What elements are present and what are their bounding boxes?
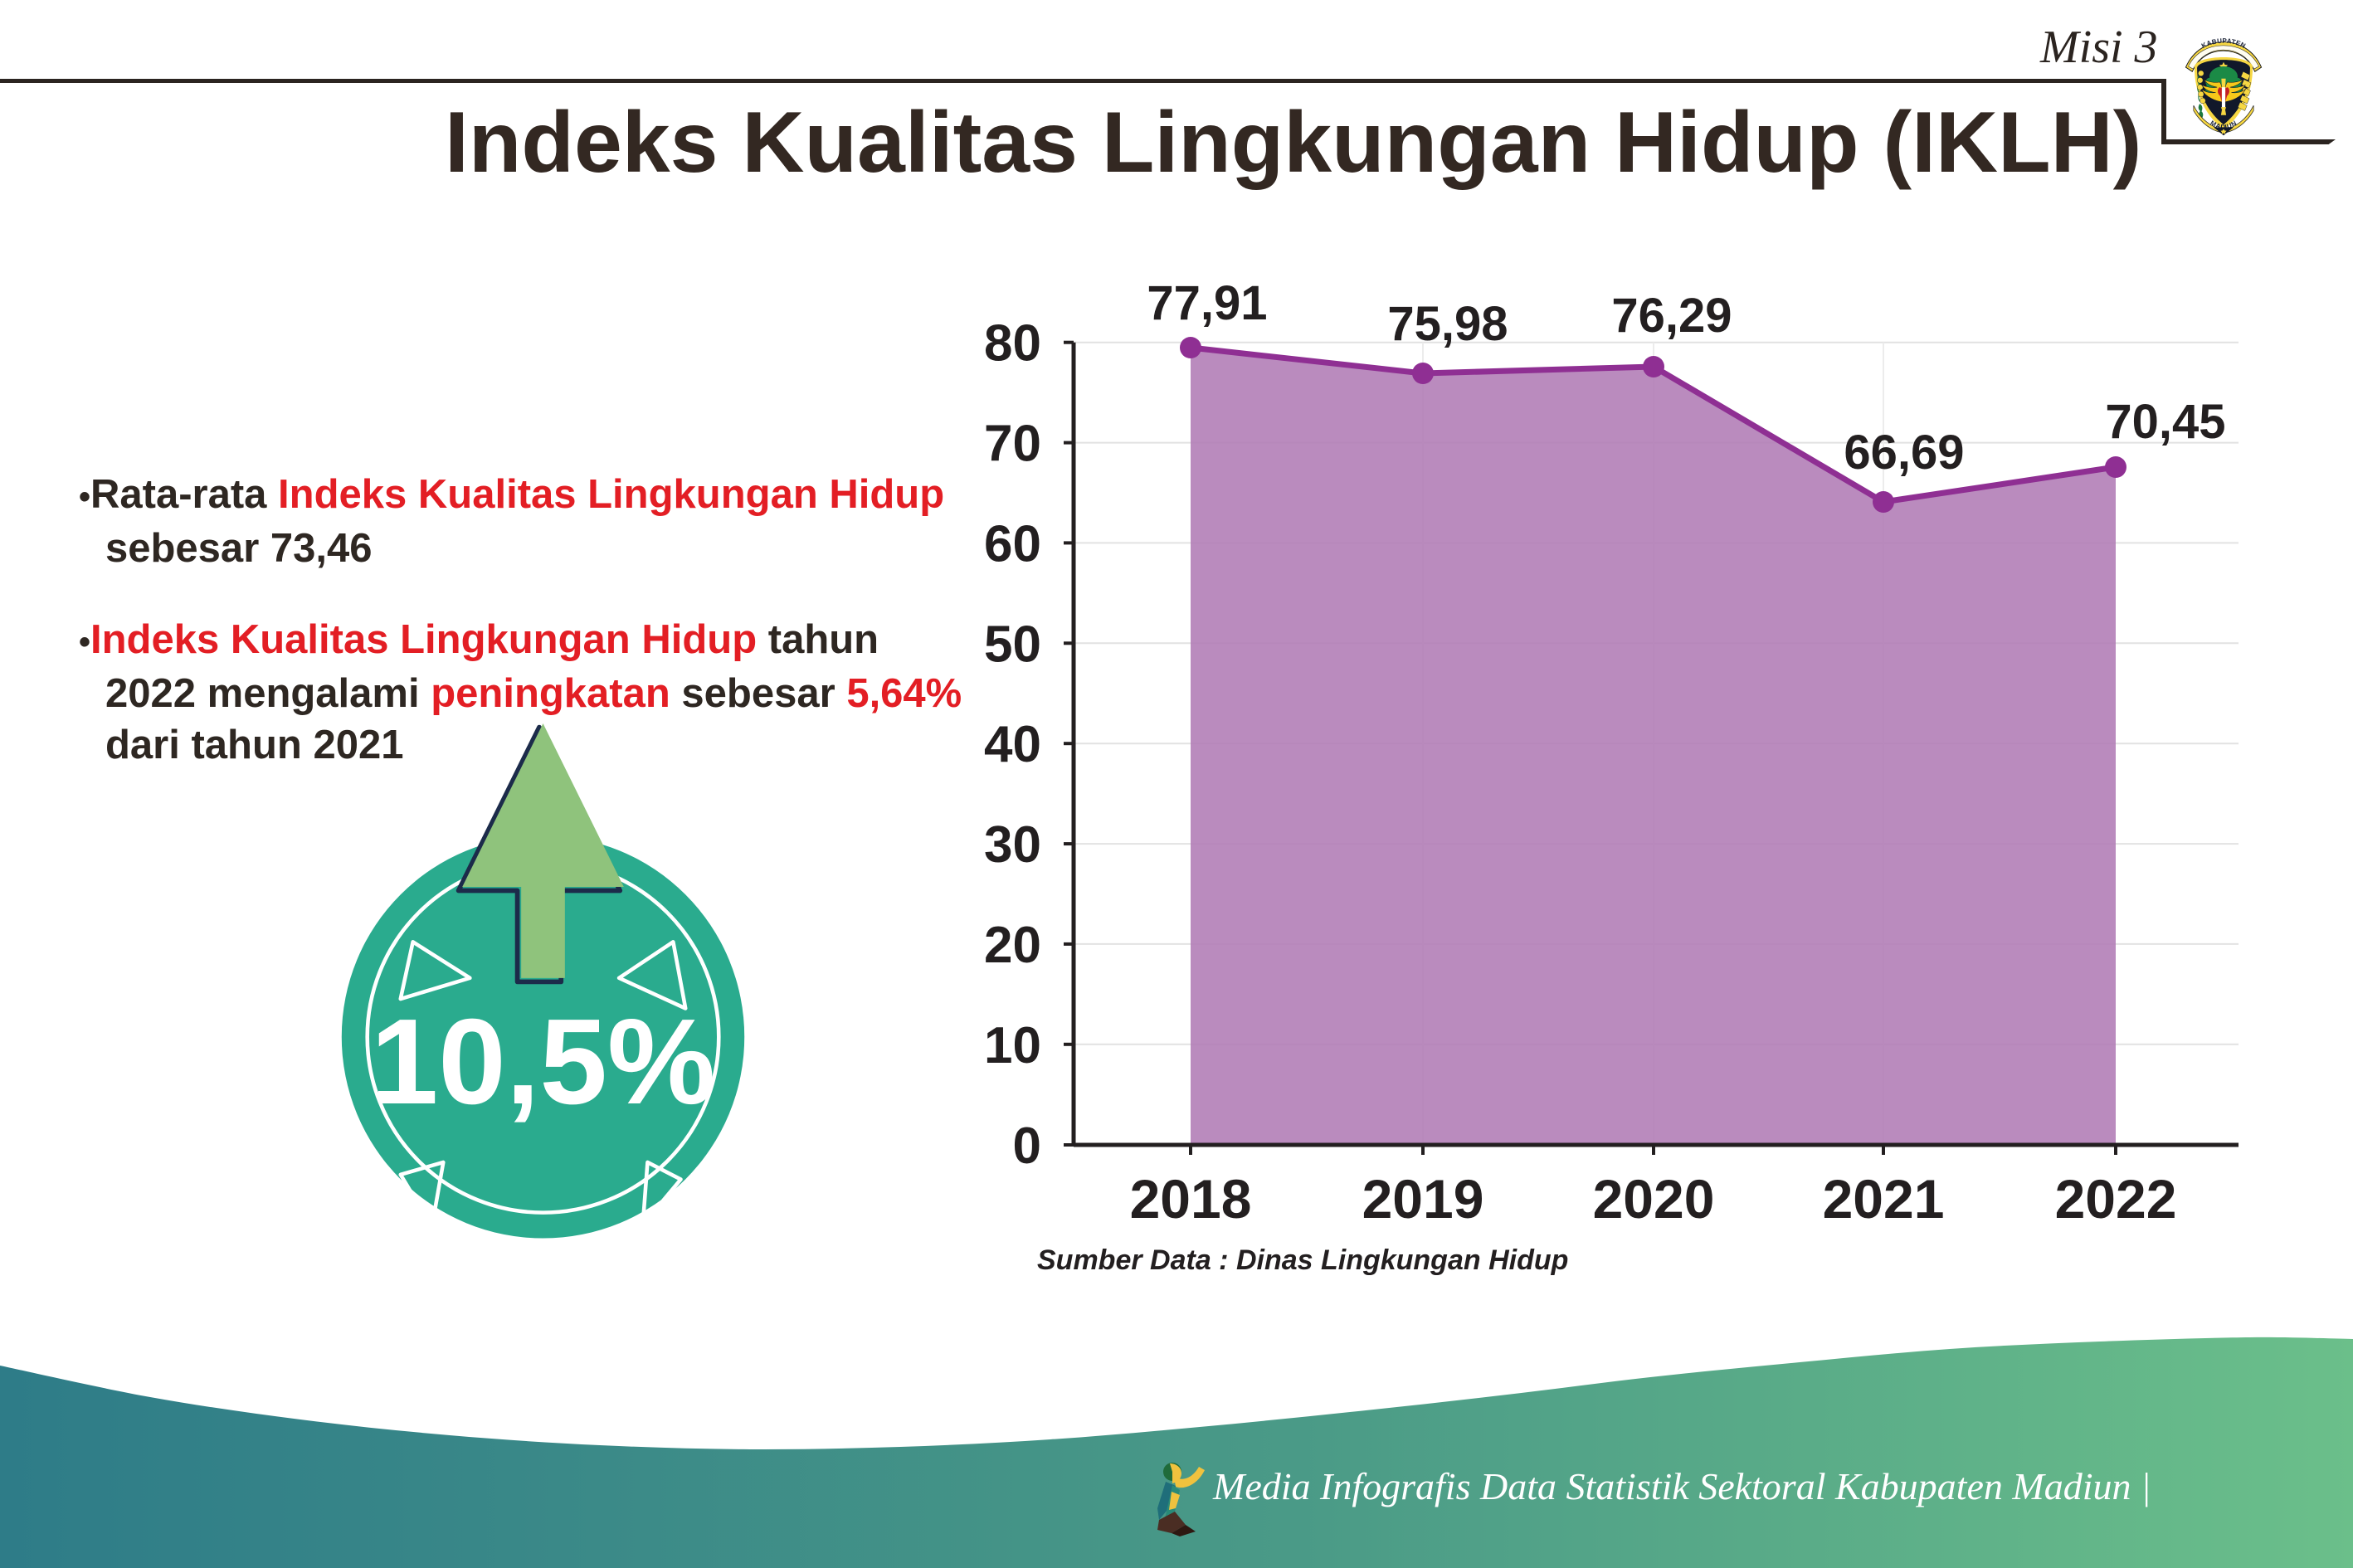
- svg-text:60: 60: [984, 515, 1041, 572]
- svg-text:2022: 2022: [2055, 1168, 2177, 1230]
- svg-text:70,45: 70,45: [2105, 395, 2225, 449]
- svg-text:40: 40: [984, 716, 1041, 773]
- svg-text:20: 20: [984, 917, 1041, 974]
- svg-text:70: 70: [984, 416, 1041, 473]
- svg-text:10,5%: 10,5%: [371, 994, 715, 1130]
- svg-text:2020: 2020: [1593, 1168, 1715, 1230]
- svg-text:80: 80: [984, 315, 1041, 373]
- svg-text:77,91: 77,91: [1147, 276, 1267, 330]
- svg-text:2021: 2021: [1823, 1168, 1945, 1230]
- svg-text:0: 0: [1013, 1118, 1041, 1175]
- svg-text:30: 30: [984, 816, 1041, 874]
- svg-text:2018: 2018: [1130, 1168, 1252, 1230]
- svg-text:50: 50: [984, 616, 1041, 673]
- svg-text:10: 10: [984, 1017, 1041, 1074]
- svg-text:75,98: 75,98: [1387, 297, 1508, 351]
- svg-text:66,69: 66,69: [1844, 426, 1964, 480]
- svg-text:76,29: 76,29: [1611, 289, 1732, 343]
- svg-text:2019: 2019: [1362, 1168, 1484, 1230]
